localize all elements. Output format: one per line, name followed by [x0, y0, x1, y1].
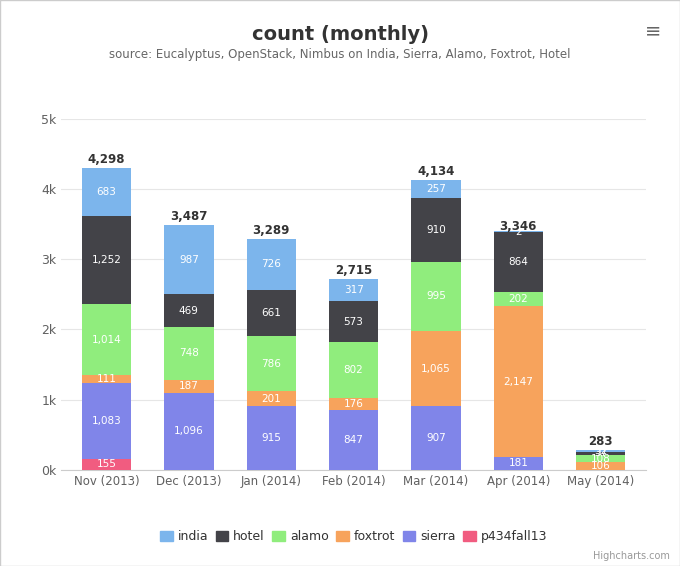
Bar: [329, 342, 378, 398]
Bar: [411, 198, 460, 261]
Bar: [329, 410, 378, 470]
Text: 32: 32: [594, 446, 607, 456]
Text: 1,096: 1,096: [174, 426, 204, 436]
Text: 4,298: 4,298: [88, 153, 125, 166]
Text: 910: 910: [426, 225, 446, 235]
Bar: [494, 457, 543, 470]
Bar: [411, 406, 460, 470]
Bar: [247, 406, 296, 470]
Bar: [82, 383, 131, 459]
Text: 37: 37: [594, 448, 607, 458]
Bar: [247, 336, 296, 392]
Bar: [576, 450, 626, 452]
Text: ≡: ≡: [645, 22, 661, 41]
Bar: [164, 294, 214, 327]
Bar: [411, 179, 460, 198]
Text: 1,252: 1,252: [92, 255, 122, 265]
Bar: [411, 331, 460, 406]
Bar: [82, 375, 131, 383]
Bar: [329, 302, 378, 342]
Text: 202: 202: [509, 294, 528, 305]
Bar: [494, 292, 543, 306]
Text: 1,014: 1,014: [92, 335, 121, 345]
Text: 201: 201: [261, 393, 281, 404]
Bar: [82, 459, 131, 470]
Bar: [247, 290, 296, 336]
Text: 847: 847: [343, 435, 364, 445]
Bar: [164, 327, 214, 380]
Text: 864: 864: [509, 257, 528, 267]
Text: 257: 257: [426, 183, 446, 194]
Text: 2,715: 2,715: [335, 264, 372, 277]
Bar: [82, 216, 131, 304]
Text: 1,083: 1,083: [92, 416, 121, 426]
Bar: [164, 393, 214, 470]
Text: 2: 2: [515, 226, 522, 237]
Bar: [411, 261, 460, 331]
Bar: [329, 398, 378, 410]
Text: 4,134: 4,134: [418, 165, 455, 178]
Text: 786: 786: [261, 359, 281, 369]
Text: 3,346: 3,346: [500, 220, 537, 233]
Text: 573: 573: [343, 316, 364, 327]
Text: 683: 683: [97, 187, 116, 197]
Text: 155: 155: [97, 460, 116, 469]
Bar: [164, 380, 214, 393]
Text: source: Eucalyptus, OpenStack, Nimbus on India, Sierra, Alamo, Foxtrot, Hotel: source: Eucalyptus, OpenStack, Nimbus on…: [109, 48, 571, 61]
Text: 3,289: 3,289: [252, 224, 290, 237]
Text: 661: 661: [261, 308, 281, 318]
Text: 726: 726: [261, 259, 281, 269]
Text: 176: 176: [343, 399, 364, 409]
Bar: [82, 168, 131, 216]
Bar: [82, 304, 131, 375]
Bar: [576, 454, 626, 462]
Bar: [494, 231, 543, 292]
Text: 915: 915: [261, 432, 281, 443]
Text: 469: 469: [179, 306, 199, 316]
Text: 987: 987: [179, 255, 199, 265]
Text: 3,487: 3,487: [170, 210, 207, 223]
Text: 802: 802: [343, 365, 364, 375]
Bar: [247, 392, 296, 406]
Text: 283: 283: [588, 435, 613, 448]
Text: count (monthly): count (monthly): [252, 25, 428, 45]
Text: 748: 748: [179, 349, 199, 358]
Text: 111: 111: [97, 374, 116, 384]
Text: 317: 317: [343, 285, 364, 295]
Text: 106: 106: [591, 461, 611, 471]
Bar: [329, 279, 378, 302]
Text: 2,147: 2,147: [503, 377, 533, 387]
Bar: [494, 306, 543, 457]
Text: 181: 181: [509, 458, 528, 469]
Text: 108: 108: [591, 453, 611, 464]
Legend: india, hotel, alamo, foxtrot, sierra, p434fall13: india, hotel, alamo, foxtrot, sierra, p4…: [160, 530, 547, 543]
Text: 1,065: 1,065: [421, 364, 451, 374]
Text: Highcharts.com: Highcharts.com: [593, 551, 670, 561]
Text: 187: 187: [179, 381, 199, 391]
Bar: [576, 452, 626, 454]
Bar: [164, 225, 214, 294]
Text: 907: 907: [426, 433, 446, 443]
Text: 995: 995: [426, 291, 446, 302]
Bar: [247, 239, 296, 290]
Bar: [576, 462, 626, 470]
